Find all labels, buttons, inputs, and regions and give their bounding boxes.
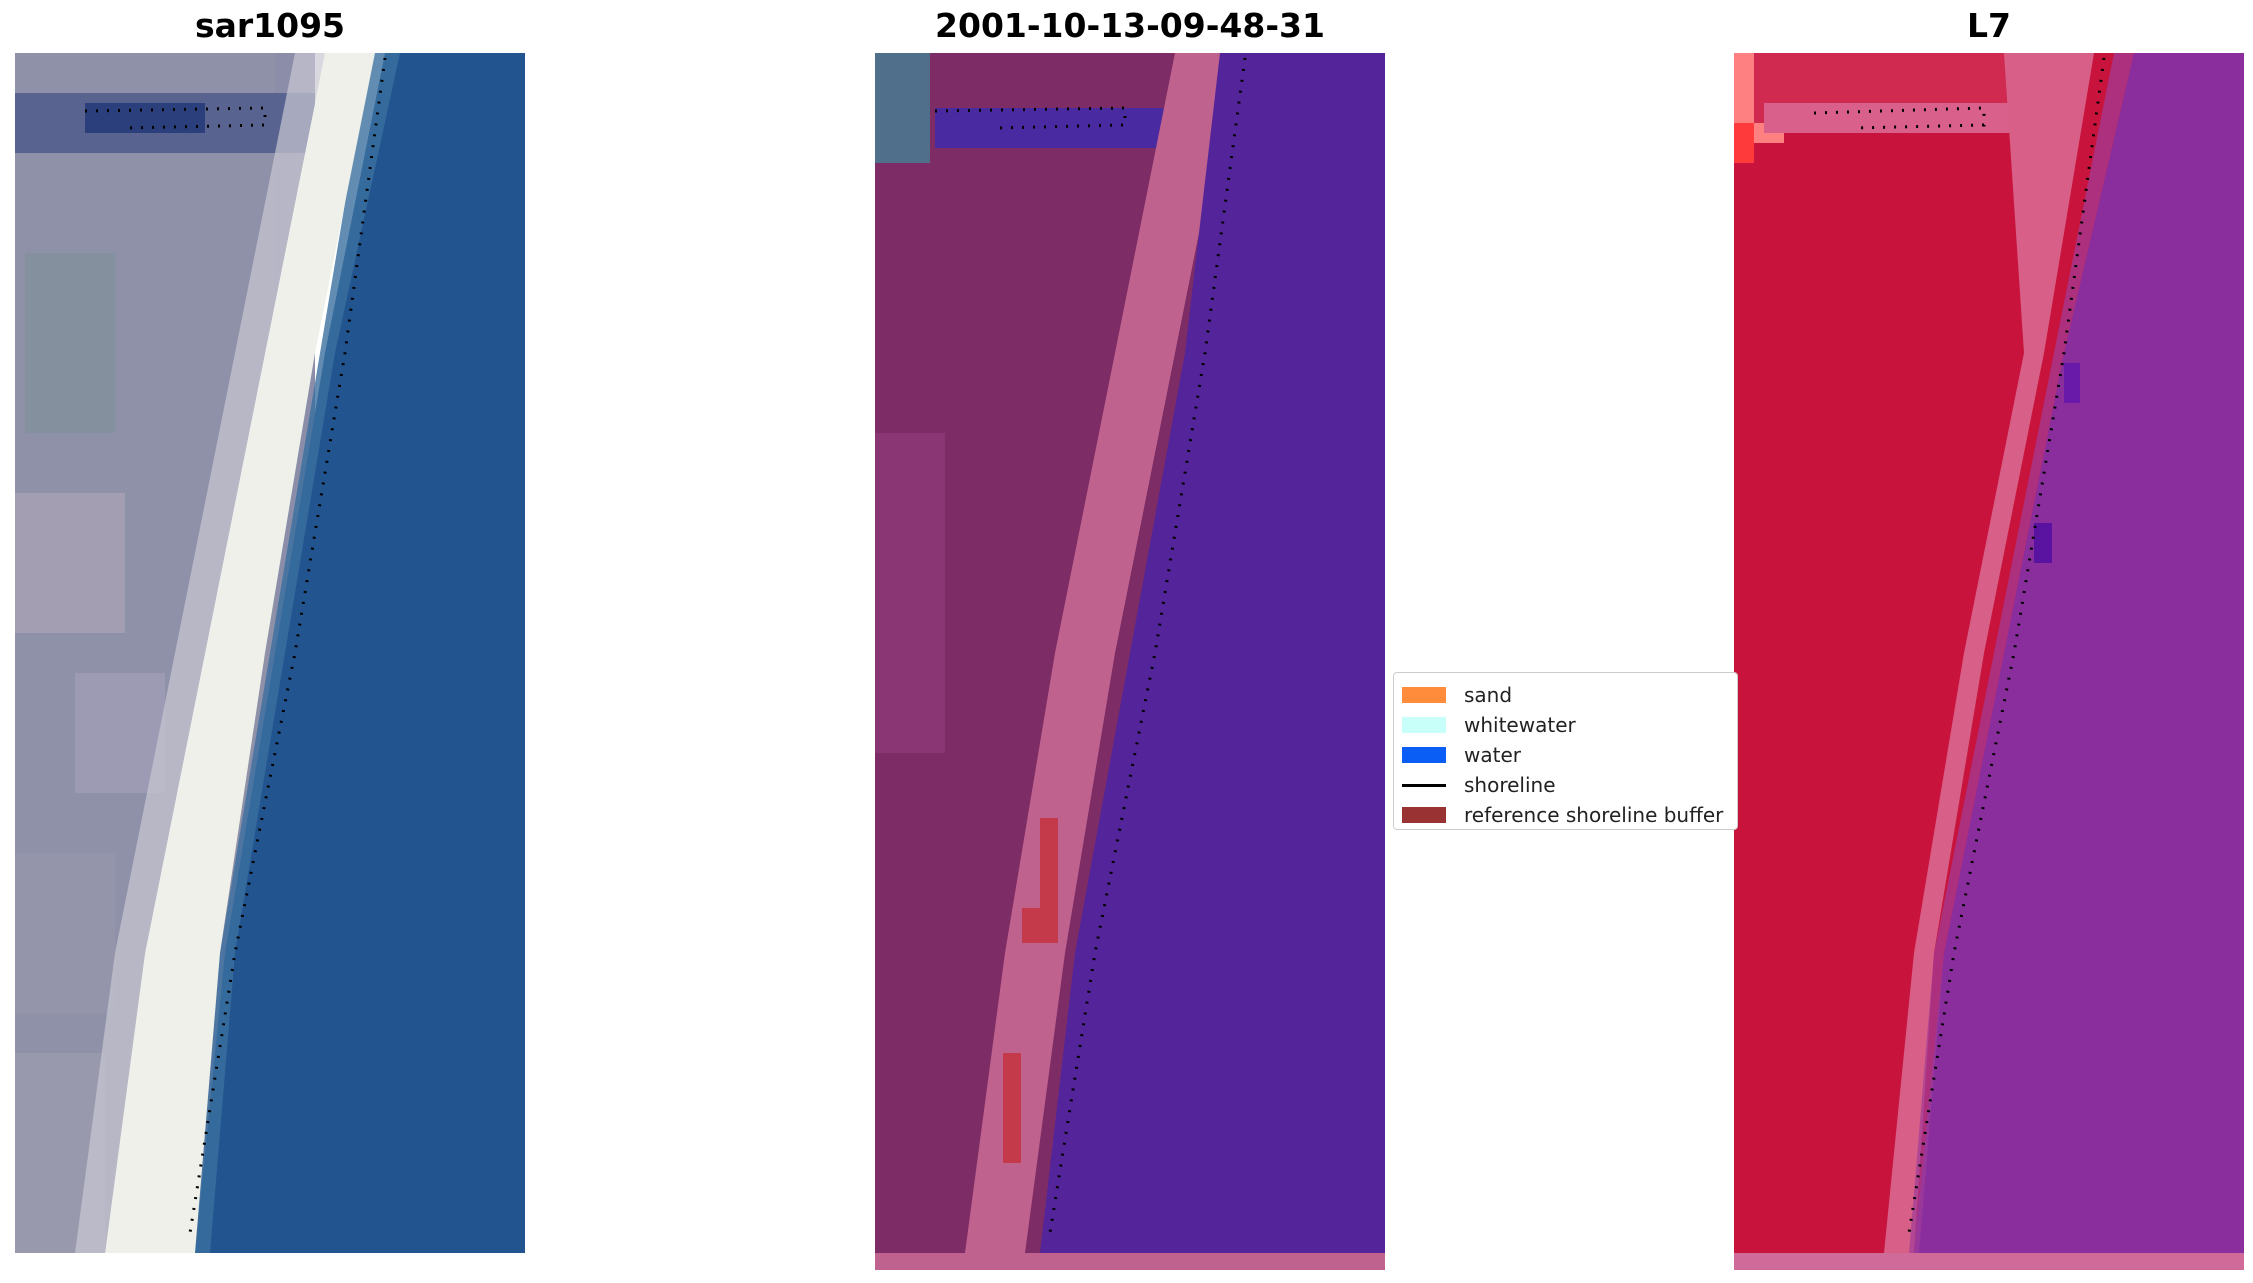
legend: sand whitewater water shoreline referenc… <box>1393 672 1738 830</box>
legend-swatch-water <box>1402 747 1446 763</box>
panel-title-classified: 2001-10-13-09-48-31 <box>935 6 1325 45</box>
false-color-bottom-band <box>1734 1253 2244 1270</box>
legend-label-shoreline: shoreline <box>1464 773 1556 797</box>
legend-label-water: water <box>1464 743 1521 767</box>
legend-item-shoreline: shoreline <box>1402 771 1556 799</box>
legend-item-whitewater: whitewater <box>1402 711 1576 739</box>
rgb-image-panel <box>15 53 525 1253</box>
classified-image <box>875 53 1385 1253</box>
legend-swatch-whitewater <box>1402 717 1446 733</box>
classified-top-shoreline <box>934 106 1127 130</box>
legend-label-reference-buffer: reference shoreline buffer <box>1464 803 1724 827</box>
legend-item-water: water <box>1402 741 1521 769</box>
legend-label-sand: sand <box>1464 683 1513 707</box>
legend-item-reference-buffer: reference shoreline buffer <box>1402 801 1723 829</box>
classified-water <box>1040 53 1385 1253</box>
legend-line-shoreline <box>1402 783 1446 787</box>
legend-swatch-reference-buffer <box>1402 807 1446 823</box>
false-color-beach <box>1884 53 2094 1253</box>
rgb-water <box>195 53 525 1253</box>
rgb-surf-zone <box>190 53 400 1253</box>
rgb-shoreline <box>188 57 387 1234</box>
rgb-image <box>15 53 525 1253</box>
false-color-shoreline <box>1907 57 2106 1234</box>
panel-title-false-color: L7 <box>1967 6 2011 45</box>
classified-bottom-band <box>875 1253 1385 1270</box>
rgb-beach <box>105 53 375 1253</box>
legend-label-whitewater: whitewater <box>1464 713 1576 737</box>
classified-image-panel <box>875 53 1385 1253</box>
legend-swatch-sand <box>1402 687 1446 703</box>
classified-beach <box>965 53 1235 1253</box>
legend-item-sand: sand <box>1402 681 1512 709</box>
classified-shoreline <box>1048 57 1247 1234</box>
rgb-beach-edge <box>75 53 325 1253</box>
false-color-image <box>1734 53 2244 1253</box>
false-color-water <box>1914 53 2244 1253</box>
rgb-top-shoreline <box>84 106 267 130</box>
panel-title-rgb: sar1095 <box>194 6 346 45</box>
false-color-image-panel <box>1734 53 2244 1253</box>
